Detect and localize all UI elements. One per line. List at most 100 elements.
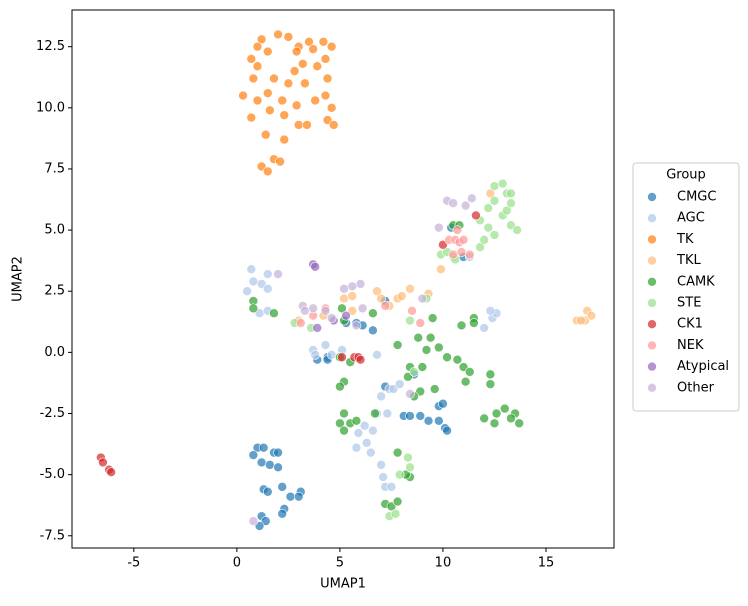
- legend-label: CAMK: [677, 274, 715, 289]
- point: [427, 313, 438, 323]
- x-tick-label: 10: [435, 556, 452, 571]
- point: [275, 156, 285, 167]
- point: [361, 438, 372, 448]
- point: [506, 188, 516, 199]
- point: [355, 354, 366, 365]
- point: [372, 350, 382, 360]
- point: [298, 58, 308, 69]
- legend-marker: [647, 276, 657, 287]
- point: [293, 120, 304, 130]
- point: [452, 225, 463, 235]
- point: [405, 283, 415, 294]
- point: [262, 486, 273, 497]
- point: [308, 44, 318, 54]
- point: [460, 376, 471, 387]
- legend-marker: [647, 192, 657, 202]
- point: [423, 416, 434, 426]
- point: [499, 403, 510, 414]
- point: [479, 413, 489, 424]
- point: [310, 261, 320, 272]
- point: [262, 166, 273, 177]
- point: [293, 491, 304, 502]
- point: [413, 332, 424, 343]
- point: [265, 460, 275, 470]
- x-tick-label: 15: [538, 556, 555, 571]
- point: [576, 315, 586, 326]
- point: [326, 350, 337, 360]
- point: [355, 279, 366, 289]
- point: [300, 78, 310, 89]
- point: [262, 46, 273, 57]
- point: [514, 418, 525, 429]
- point: [337, 352, 347, 363]
- point: [273, 269, 283, 279]
- y-axis-label: UMAP2: [11, 256, 26, 302]
- point: [417, 293, 428, 304]
- point: [434, 342, 444, 353]
- legend-label: STE: [677, 296, 701, 311]
- point: [320, 340, 331, 350]
- y-tick-label: 12.5: [36, 39, 65, 54]
- legend-label: Other: [677, 380, 715, 395]
- point: [479, 235, 489, 245]
- point: [380, 301, 391, 311]
- point: [479, 323, 489, 333]
- point: [273, 447, 283, 458]
- point: [489, 181, 500, 191]
- x-axis-label: UMAP1: [320, 577, 366, 592]
- point: [464, 367, 475, 377]
- legend-label: CMGC: [677, 190, 716, 205]
- y-tick-label: 7.5: [44, 161, 65, 176]
- point: [460, 200, 471, 211]
- point: [308, 303, 318, 314]
- point: [512, 225, 522, 235]
- points: [96, 29, 597, 531]
- legend-marker: [647, 361, 657, 372]
- point: [283, 32, 294, 42]
- point: [405, 462, 415, 473]
- point: [467, 193, 477, 204]
- legend-box: [632, 162, 740, 412]
- point: [491, 408, 502, 419]
- point: [351, 442, 362, 453]
- point: [485, 369, 496, 380]
- legend-label: TKL: [676, 253, 701, 268]
- point: [248, 516, 259, 526]
- point: [326, 103, 337, 113]
- point: [376, 391, 386, 402]
- point: [248, 450, 259, 460]
- point: [382, 408, 393, 419]
- point: [351, 416, 362, 426]
- point: [341, 310, 351, 321]
- point: [497, 178, 508, 189]
- point: [248, 73, 259, 84]
- point: [273, 29, 283, 40]
- y-tick-label: -7.5: [40, 528, 65, 543]
- point: [98, 457, 108, 468]
- point: [269, 73, 279, 84]
- point: [304, 36, 314, 47]
- point: [279, 134, 290, 145]
- point: [485, 188, 496, 199]
- point: [246, 112, 257, 123]
- point: [489, 230, 500, 240]
- point: [392, 496, 403, 507]
- y-tick-label: 0.0: [44, 345, 65, 360]
- point: [485, 379, 496, 389]
- point: [434, 222, 444, 233]
- point: [458, 235, 469, 245]
- point: [246, 264, 257, 275]
- point: [291, 100, 302, 111]
- point: [302, 120, 312, 130]
- legend-label: NEK: [677, 338, 704, 353]
- point: [464, 249, 475, 260]
- point: [262, 269, 273, 279]
- point: [485, 305, 496, 316]
- point: [456, 247, 467, 257]
- point: [256, 34, 267, 45]
- point: [489, 418, 500, 429]
- point: [456, 320, 467, 331]
- legend-label: AGC: [677, 211, 705, 226]
- point: [300, 305, 310, 316]
- point: [310, 95, 320, 106]
